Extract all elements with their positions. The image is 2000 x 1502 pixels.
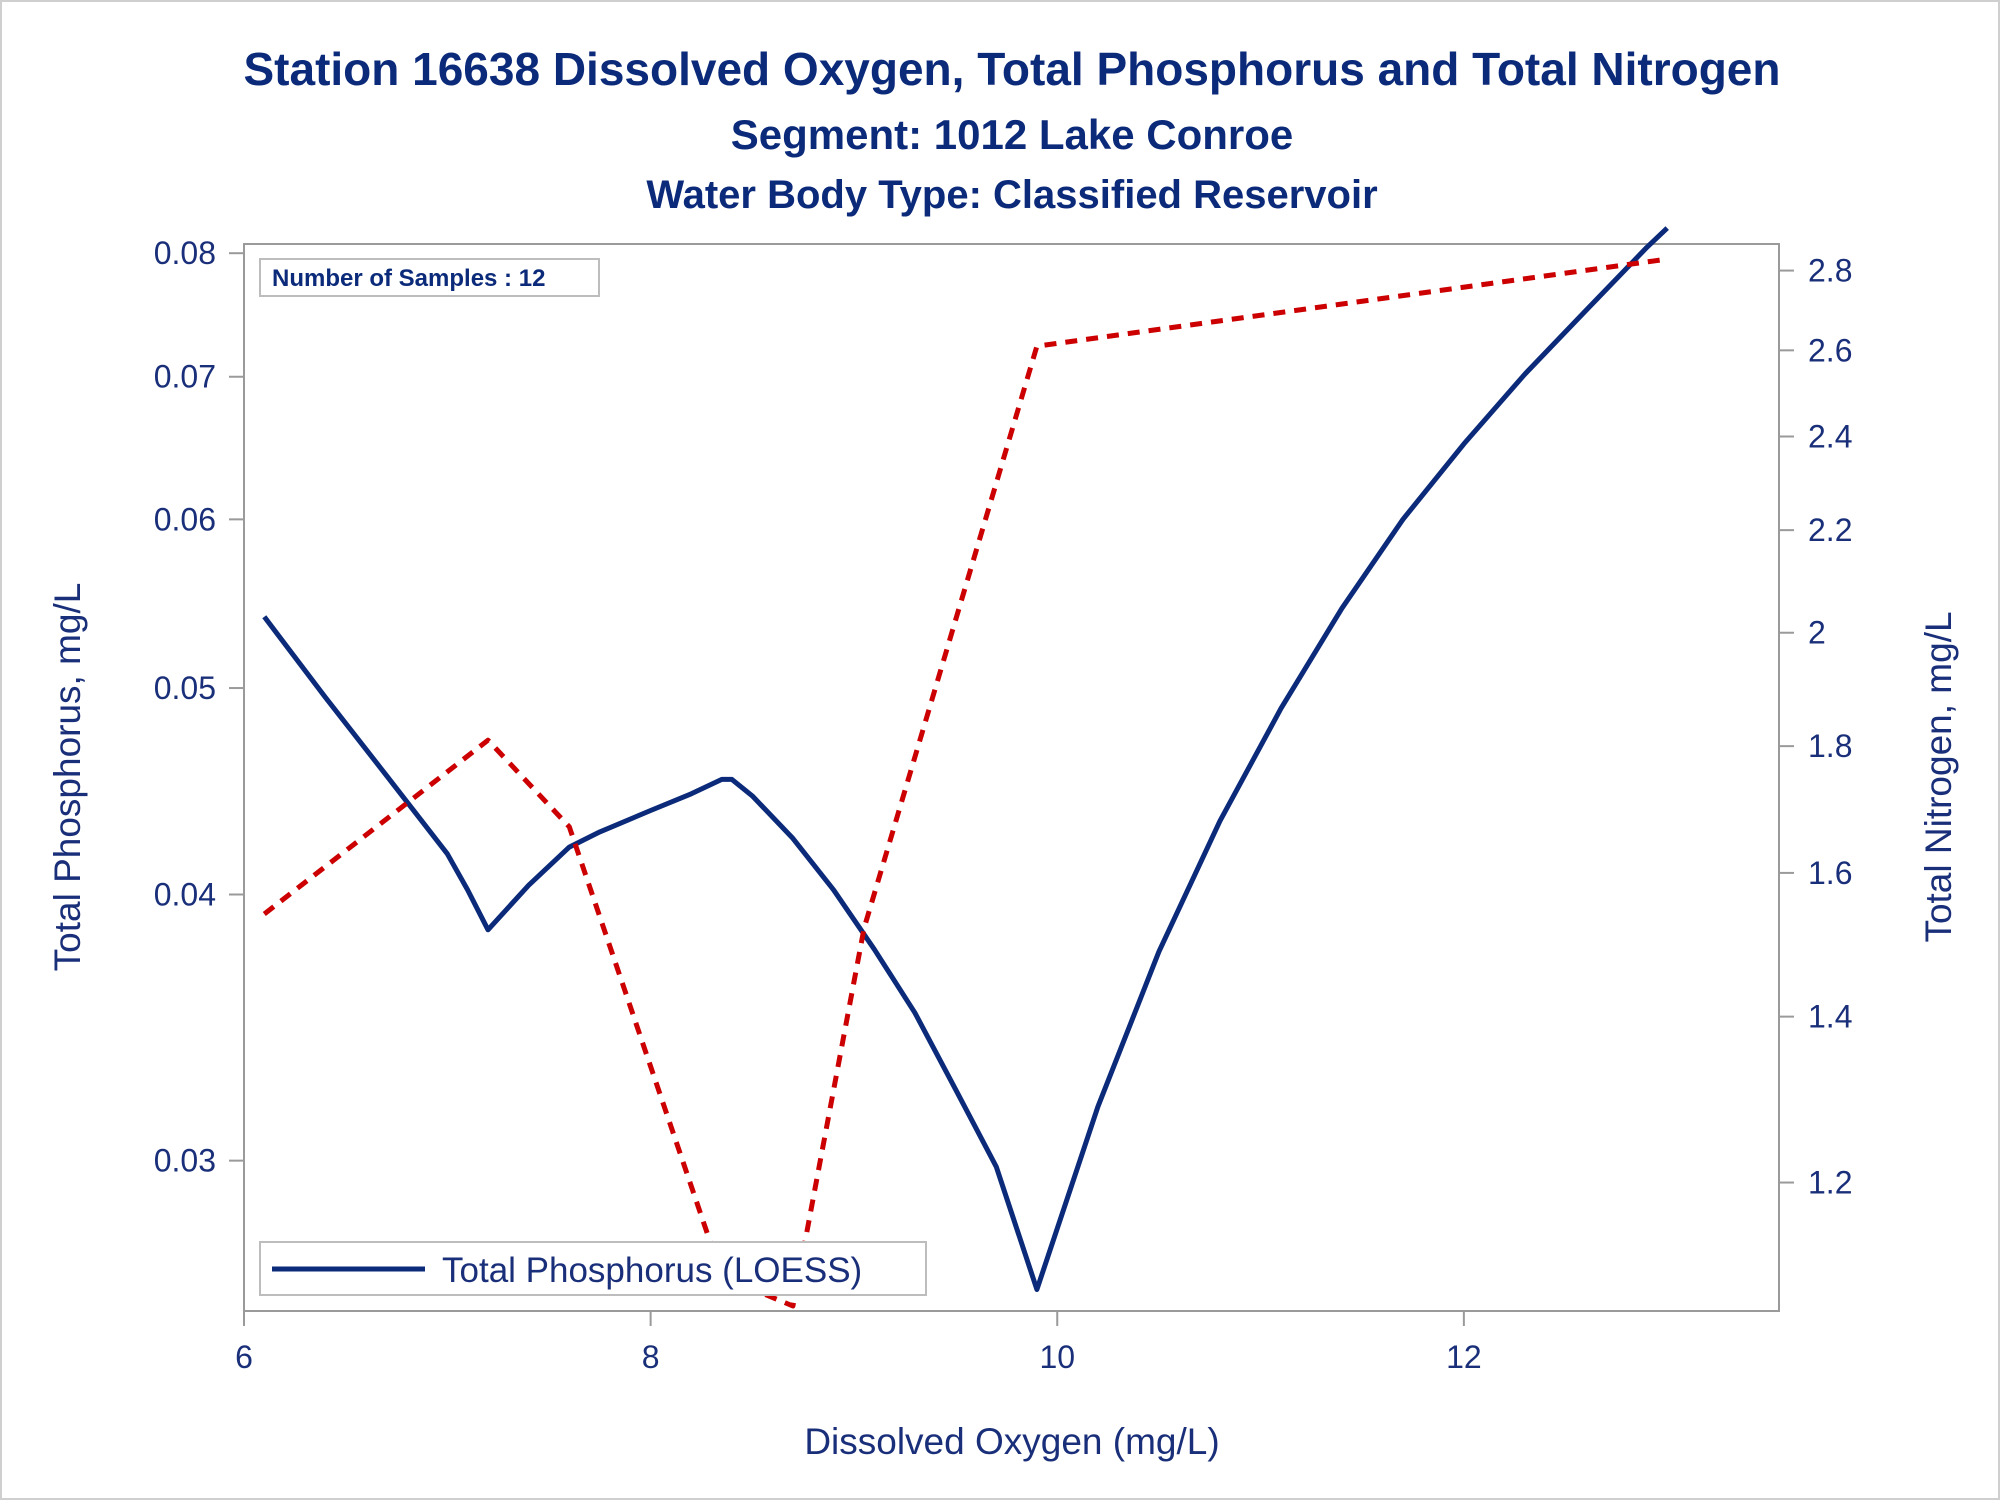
y-axis-right: 1.2 1.4 1.6 1.8 2 2.2 2.4 2.6 2.8 bbox=[1779, 253, 1852, 1201]
x-axis: 6 8 10 12 bbox=[235, 1311, 1482, 1375]
y-left-tick-label: 0.04 bbox=[154, 876, 216, 912]
samples-inset: Number of Samples : 12 bbox=[259, 258, 600, 297]
series-layer bbox=[262, 226, 1669, 1309]
y-right-tick-label: 1.2 bbox=[1808, 1165, 1852, 1201]
x-tick-label: 10 bbox=[1039, 1339, 1075, 1375]
series-line-nitrogen bbox=[262, 256, 1668, 1309]
x-axis-title: Dissolved Oxygen (mg/L) bbox=[804, 1421, 1219, 1462]
samples-count-label: Number of Samples : 12 bbox=[272, 265, 545, 292]
y-right-tick-label: 2.4 bbox=[1808, 418, 1852, 454]
legend: Total Phosphorus (LOESS) bbox=[259, 1241, 927, 1296]
series-line-phosphorus bbox=[262, 226, 1669, 1292]
y-right-tick-label: 2 bbox=[1808, 615, 1826, 651]
y-left-tick-label: 0.05 bbox=[154, 670, 216, 706]
y-right-tick-label: 2.8 bbox=[1808, 253, 1852, 289]
y-axis-left: 0.03 0.04 0.05 0.06 0.07 0.08 bbox=[154, 235, 244, 1179]
legend-label-phosphorus: Total Phosphorus (LOESS) bbox=[442, 1251, 862, 1290]
y-right-tick-label: 2.2 bbox=[1808, 512, 1852, 548]
x-tick-label: 12 bbox=[1446, 1339, 1482, 1375]
y-right-tick-label: 1.4 bbox=[1808, 999, 1852, 1035]
y-right-tick-label: 2.6 bbox=[1808, 332, 1852, 368]
chart-title: Station 16638 Dissolved Oxygen, Total Ph… bbox=[243, 43, 1780, 95]
y-axis-left-title: Total Phosphorus, mg/L bbox=[47, 583, 88, 972]
y-left-tick-label: 0.06 bbox=[154, 501, 216, 537]
chart-subtitle-segment: Segment: 1012 Lake Conroe bbox=[731, 111, 1294, 158]
y-right-tick-label: 1.8 bbox=[1808, 728, 1852, 764]
x-tick-label: 8 bbox=[642, 1339, 660, 1375]
y-axis-right-title: Total Nitrogen, mg/L bbox=[1918, 611, 1959, 942]
x-tick-label: 6 bbox=[235, 1339, 253, 1375]
chart-subtitle-waterbody: Water Body Type: Classified Reservoir bbox=[646, 173, 1377, 217]
y-left-tick-label: 0.07 bbox=[154, 359, 216, 395]
y-left-tick-label: 0.03 bbox=[154, 1143, 216, 1179]
y-left-tick-label: 0.08 bbox=[154, 235, 216, 271]
samples-inset-box bbox=[259, 258, 600, 297]
plot-area bbox=[243, 243, 1780, 1312]
y-right-tick-label: 1.6 bbox=[1808, 855, 1852, 891]
